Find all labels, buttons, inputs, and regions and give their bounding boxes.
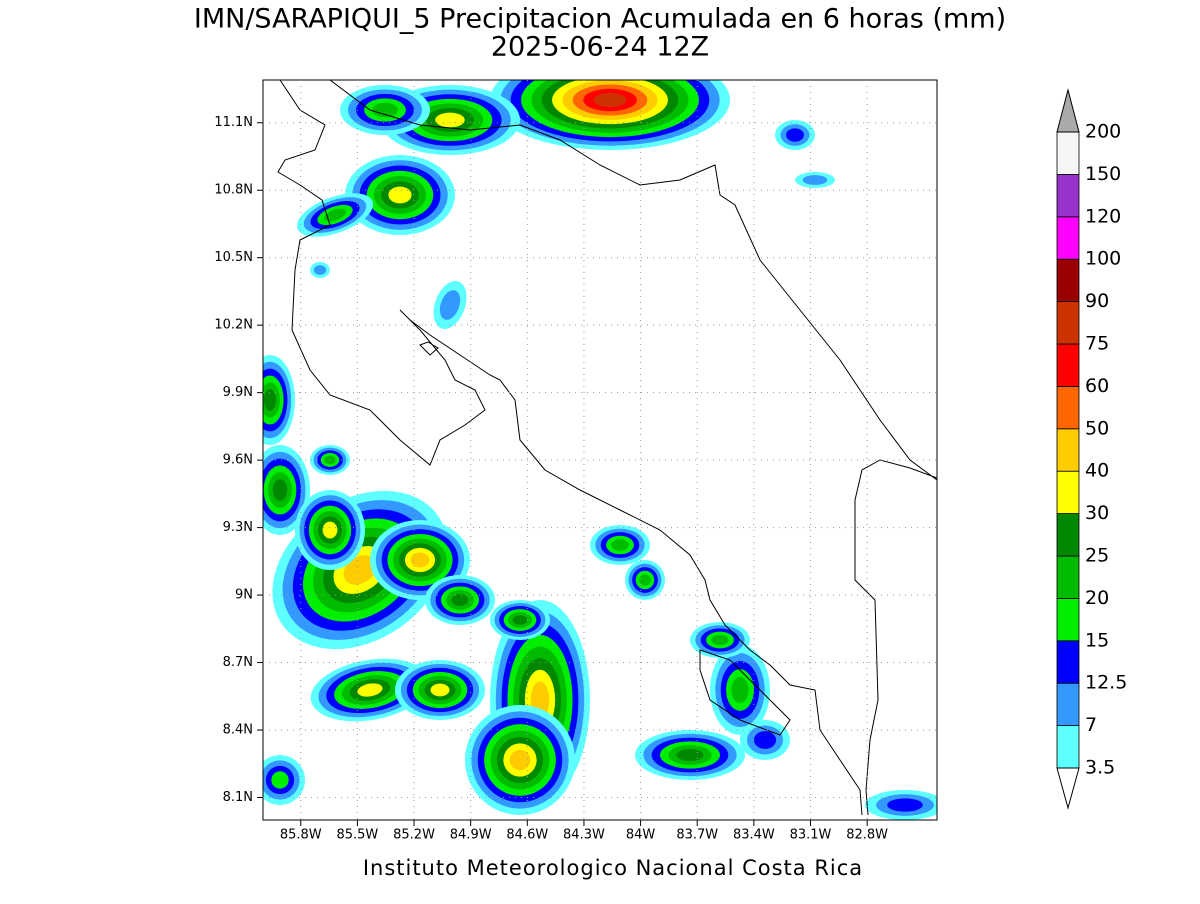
colorbar-band (1056, 131, 1080, 175)
precip-area (753, 731, 777, 749)
precip-area (430, 683, 450, 697)
precip-area (372, 102, 398, 118)
subtitle: 2025-06-24 12Z (491, 32, 709, 63)
colorbar-band (1056, 513, 1080, 557)
precip-area (451, 593, 469, 607)
colorbar-band (1056, 301, 1080, 345)
colorbar-label: 15 (1085, 629, 1109, 651)
precip-area (509, 749, 531, 771)
precip-area (324, 208, 346, 222)
y-tick-label: 8.4N (223, 723, 253, 738)
colorbar-label: 200 (1085, 121, 1121, 143)
precipitation-field (263, 80, 937, 820)
y-tick-label: 8.7N (223, 655, 253, 670)
colorbar-label: 30 (1085, 502, 1109, 524)
precip-area (731, 677, 749, 703)
colorbar-over (1056, 88, 1080, 133)
precip-area (322, 521, 338, 539)
colorbar-label: 60 (1085, 375, 1109, 397)
x-tick-label: 84.9W (450, 828, 492, 843)
x-tick-label: 84.6W (506, 828, 548, 843)
y-tick-label: 9N (235, 588, 253, 603)
y-tick-label: 11.1N (214, 115, 253, 130)
colorbar-band (1056, 258, 1080, 303)
x-tick-label: 82.8W (846, 828, 888, 843)
x-tick-label: 85.2W (393, 828, 435, 843)
x-tick-label: 84W (626, 828, 656, 843)
colorbar-band (1056, 173, 1080, 218)
x-tick-label: 85.5W (336, 828, 378, 843)
precip-area (410, 552, 430, 568)
colorbar-band (1056, 555, 1080, 599)
colorbar-band (1056, 216, 1080, 260)
precip-area (343, 555, 377, 585)
x-tick-label: 83.7W (676, 828, 718, 843)
x-tick-label: 83.1W (790, 828, 832, 843)
precip-area (439, 290, 461, 320)
colorbar-band (1056, 343, 1080, 387)
precip-area (593, 93, 627, 107)
colorbar-label: 150 (1085, 163, 1121, 185)
y-tick-label: 10.8N (214, 183, 253, 198)
title: IMN/SARAPIQUI_5 Precipitacion Acumulada … (194, 4, 1006, 35)
y-tick-label: 10.2N (214, 318, 253, 333)
colorbar-band (1056, 470, 1080, 515)
colorbar-label: 120 (1085, 205, 1121, 227)
map-frame (262, 79, 938, 821)
y-tick-label: 9.3N (223, 520, 253, 535)
y-tick-label: 9.6N (223, 453, 253, 468)
colorbar-band (1056, 598, 1080, 642)
y-tick-label: 9.9N (223, 385, 253, 400)
x-tick-label: 83.4W (733, 828, 775, 843)
colorbar-band (1056, 385, 1080, 430)
colorbar-label: 50 (1085, 417, 1109, 439)
colorbar-label: 90 (1085, 290, 1109, 312)
precip-area (271, 771, 289, 789)
colorbar-band (1056, 725, 1080, 769)
precip-area (802, 175, 828, 185)
precip-area (676, 748, 704, 762)
precip-area (711, 634, 729, 646)
precip-area (512, 615, 528, 625)
colorbar-band (1056, 428, 1080, 472)
precip-area (313, 265, 327, 275)
colorbar-label: 75 (1085, 333, 1109, 355)
precip-area (786, 128, 804, 142)
precip-area (272, 479, 288, 501)
x-tick-label: 84.3W (563, 828, 605, 843)
colorbar-label: 25 (1085, 545, 1109, 567)
precip-area (611, 539, 629, 551)
precip-area (887, 798, 923, 812)
colorbar-label: 3.5 (1085, 757, 1115, 779)
colorbar-label: 12.5 (1085, 672, 1127, 694)
precip-area (435, 112, 465, 128)
colorbar-label: 100 (1085, 248, 1121, 270)
colorbar-label: 7 (1085, 714, 1097, 736)
footer: Instituto Meteorologico Nacional Costa R… (363, 856, 863, 880)
x-tick-label: 85.8W (280, 828, 322, 843)
precip-area (263, 389, 277, 411)
colorbar-band (1056, 640, 1080, 684)
coastline (277, 80, 937, 816)
colorbar-band (1056, 682, 1080, 727)
colorbar-label: 20 (1085, 587, 1109, 609)
y-tick-label: 8.1N (223, 790, 253, 805)
precip-area (639, 574, 651, 586)
colorbar-label: 40 (1085, 460, 1109, 482)
colorbar-under (1056, 767, 1080, 810)
precip-area (357, 683, 383, 697)
y-tick-label: 10.5N (214, 250, 253, 265)
precip-area (388, 186, 412, 204)
